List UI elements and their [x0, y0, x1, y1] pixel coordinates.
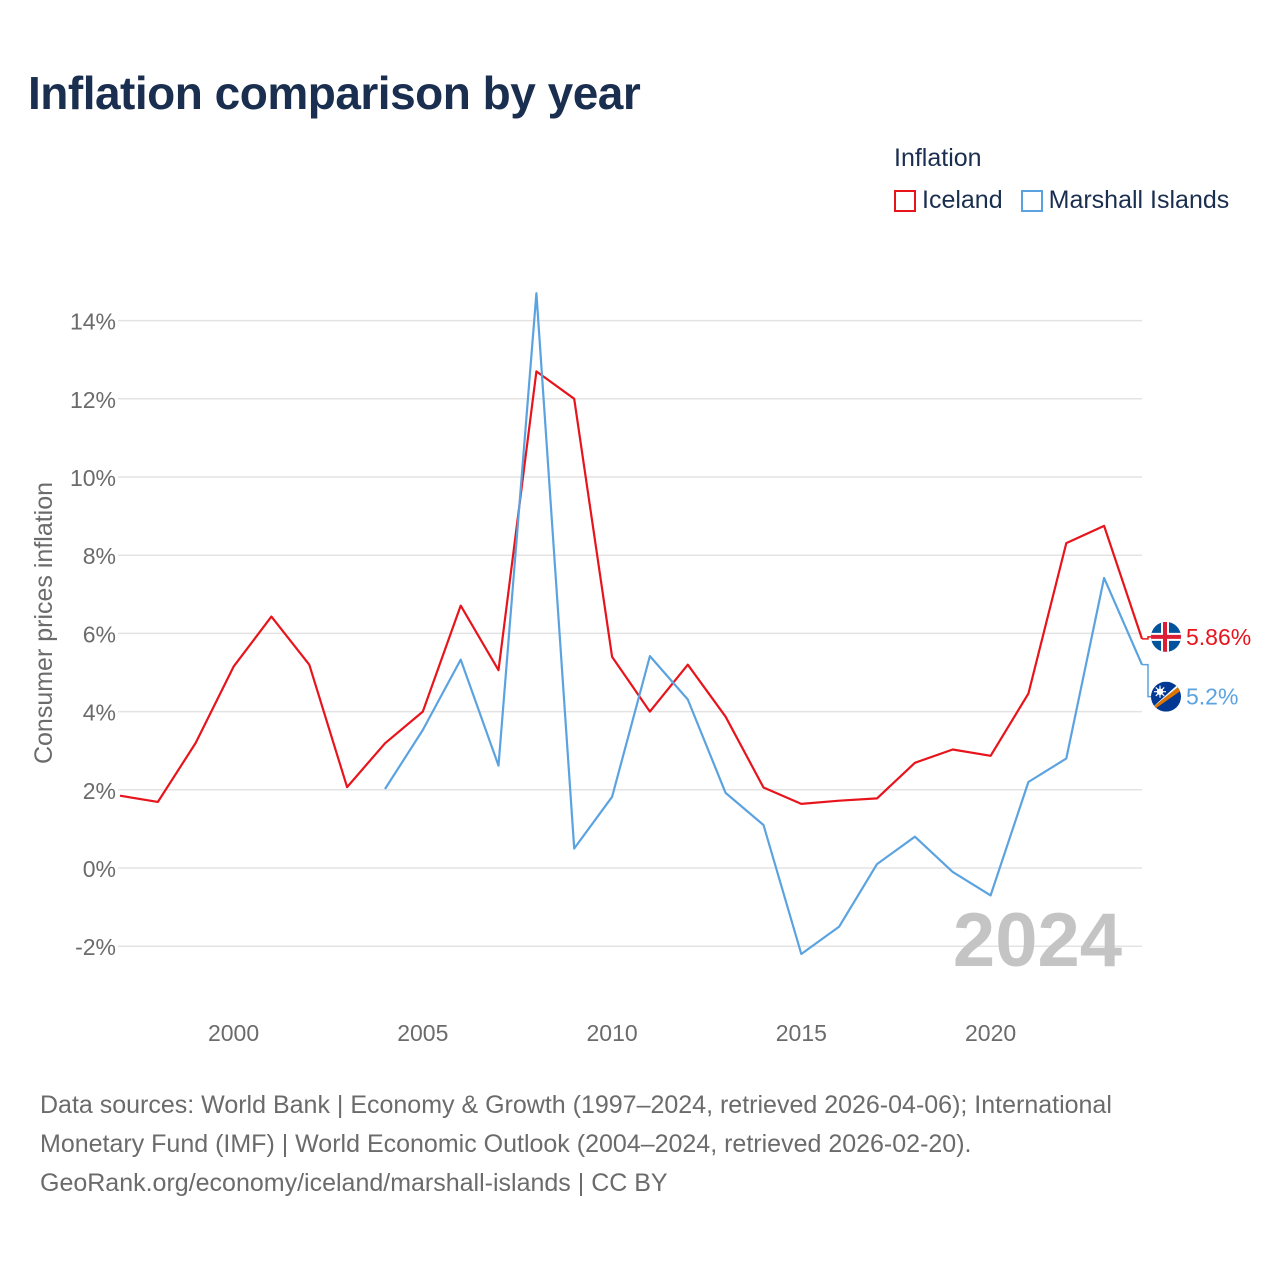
end-labels: 5.86% 5.2% — [1142, 621, 1251, 712]
y-tick-label: -2% — [75, 934, 116, 960]
end-label-iceland: 5.86% — [1186, 624, 1251, 650]
y-tick-label: 6% — [83, 621, 116, 647]
legend-title: Inflation — [894, 144, 982, 172]
legend-label-iceland: Iceland — [922, 186, 1003, 214]
y-axis-ticks: -2% 0% 2% 4% 6% 8% 10% 12% 14% — [70, 309, 116, 961]
iceland-flag-icon — [1151, 621, 1181, 652]
series-lines — [119, 292, 1144, 956]
y-tick-label: 2% — [83, 778, 116, 804]
x-tick-label: 2015 — [776, 1020, 827, 1046]
series-line-marshall-islands — [384, 292, 1144, 956]
legend-label-marshall-islands: Marshall Islands — [1048, 186, 1230, 214]
data-sources-footer: Data sources: World Bank | Economy & Gro… — [40, 1086, 1240, 1203]
y-tick-label: 8% — [83, 543, 116, 569]
year-watermark: 2024 — [953, 898, 1122, 983]
line-chart: -2%0%2%4%6%8%10%12%14% 2000 2005 2010 2015 2… — [30, 292, 1251, 1046]
y-tick-label: 4% — [83, 700, 116, 726]
x-axis-ticks: 2000 2005 2010 2015 2020 — [208, 1020, 1016, 1046]
legend: Iceland Marshall Islands — [894, 186, 1247, 215]
gridlines — [118, 319, 1142, 947]
y-axis-label: Consumer prices inflation — [30, 482, 58, 764]
marshall-islands-flag-icon — [1151, 681, 1181, 712]
series-line-iceland — [119, 370, 1144, 806]
y-tick-label: 0% — [83, 856, 116, 882]
x-tick-label: 2000 — [208, 1020, 259, 1046]
x-tick-label: 2005 — [397, 1020, 448, 1046]
chart-title: Inflation comparison by year — [28, 67, 641, 119]
legend-swatch-marshall-islands — [1020, 189, 1043, 212]
footer-line-3: GeoRank.org/economy/iceland/marshall-isl… — [40, 1169, 668, 1197]
y-tick-label: 10% — [70, 465, 116, 491]
y-tick-label: 14% — [70, 309, 116, 335]
end-label-marshall-islands: 5.2% — [1186, 684, 1238, 710]
x-tick-label: 2020 — [965, 1020, 1016, 1046]
end-connector — [1142, 636, 1152, 640]
legend-item-marshall-islands[interactable]: Marshall Islands — [1020, 186, 1230, 215]
footer-line-2: Monetary Fund (IMF) | World Economic Out… — [40, 1130, 972, 1158]
footer-line-1: Data sources: World Bank | Economy & Gro… — [40, 1091, 1112, 1119]
y-tick-label: 12% — [70, 387, 116, 413]
end-connector — [1142, 663, 1152, 698]
legend-swatch-iceland — [894, 189, 916, 212]
x-tick-label: 2010 — [586, 1020, 637, 1046]
legend-item-iceland[interactable]: Iceland — [894, 186, 1003, 215]
